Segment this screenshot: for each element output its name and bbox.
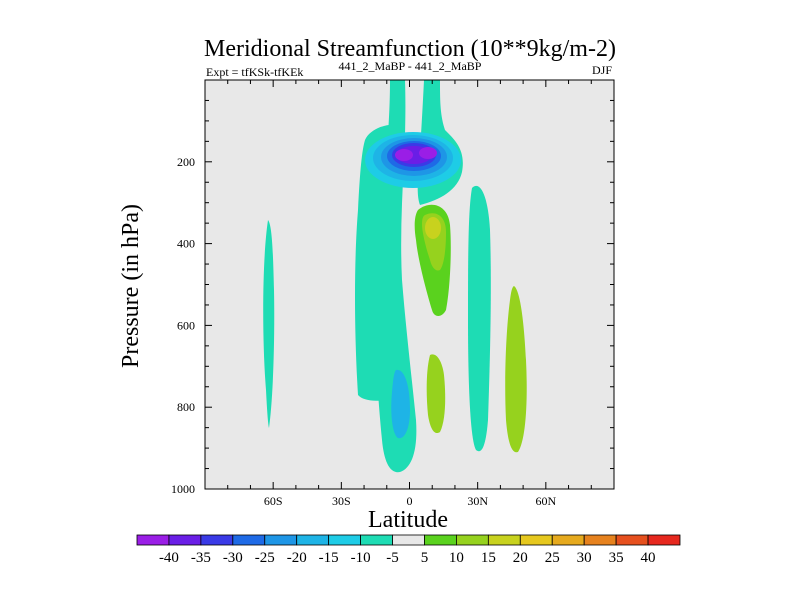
colorbar-swatch [264,534,298,546]
y-axis-ticks: 200 400 600 800 1000 [171,99,614,496]
x-axis-label: Latitude [368,507,448,533]
contour-region-lower-eq [391,369,410,439]
colorbar-label: 20 [513,550,528,566]
subtitle-right: DJF [592,63,612,77]
x-tick-label: 60S [264,494,283,508]
contour-mid-positive-3 [425,217,441,239]
colorbar-swatch [296,534,330,546]
colorbar-label: -30 [223,550,243,566]
subtitle-left: Expt = tfKSk-tfKEk [206,65,303,79]
colorbar-swatch [456,534,489,546]
x-tick-label: 30S [332,494,351,508]
colorbar-swatch [360,534,393,546]
colorbar-swatch [615,534,649,546]
colorbar-swatch [232,534,266,546]
colorbar-swatch [168,534,202,546]
contour-upper-l7b [419,147,437,159]
colorbar-swatch [519,534,553,546]
x-tick-label: 30N [467,494,488,508]
colorbar-swatch [487,534,521,546]
colorbar-swatch [647,534,681,546]
colorbar-label: 5 [421,550,429,566]
y-axis-label: Pressure (in hPa) [118,204,144,368]
x-tick-label: 0 [407,494,413,508]
colorbar: -40 -35 -30 -25 -20 -15 -10 -5 5 10 15 20 25 30 35 40 [136,534,681,566]
colorbar-label: 25 [545,550,560,566]
x-axis-ticks: 60S 30S 0 30N 60N [227,80,592,508]
colorbar-label: 35 [609,550,624,566]
y-tick-label: 400 [177,237,195,251]
contour-region-north-45 [505,286,527,453]
contour-region-lower-positive [426,354,446,434]
colorbar-swatch [424,534,457,546]
colorbar-label: 30 [577,550,592,566]
colorbar-label: 10 [449,550,464,566]
contour-region-north-30 [468,185,491,452]
x-tick-label: 60N [535,494,556,508]
colorbar-swatch [392,534,425,546]
colorbar-label: -5 [386,550,399,566]
colorbar-swatch [200,534,234,546]
colorbar-label: 40 [641,550,656,566]
colorbar-swatch [328,534,361,546]
contour-region-south-65 [263,220,275,428]
colorbar-label: 15 [481,550,496,566]
colorbar-swatch [551,534,585,546]
contour-fills [263,80,527,473]
colorbar-label: -25 [255,550,275,566]
chart-title: Meridional Streamfunction (10**9kg/m-2) [204,36,616,62]
y-tick-label: 600 [177,318,195,332]
colorbar-label: -10 [351,550,371,566]
y-tick-label: 200 [177,155,195,169]
colorbar-swatch [583,534,617,546]
contour-upper-l7a [395,149,413,161]
subtitle-center: 441_2_MaBP - 441_2_MaBP [339,59,482,73]
colorbar-label: -20 [287,550,307,566]
colorbar-label: -35 [191,550,211,566]
y-tick-label: 800 [177,400,195,414]
colorbar-swatch [136,534,170,546]
colorbar-label: -15 [319,550,339,566]
colorbar-label: -40 [159,550,179,566]
y-tick-label: 1000 [171,482,195,496]
